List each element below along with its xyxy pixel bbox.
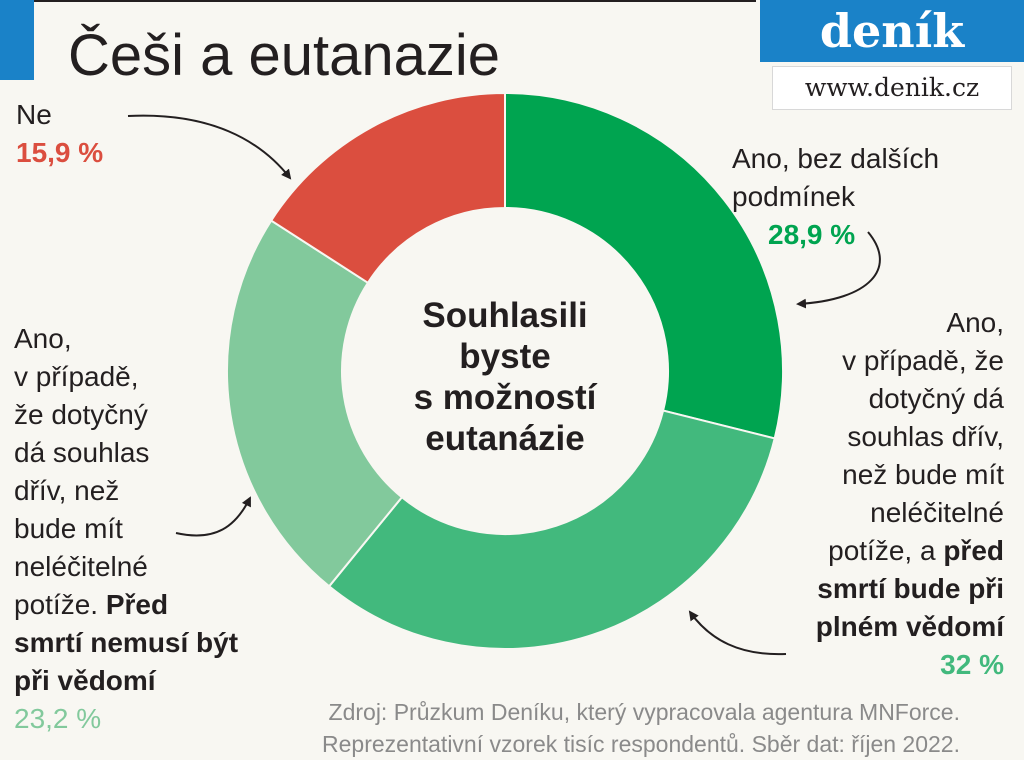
label-ano-nemusi-bold-line: smrtí nemusí být <box>14 627 239 658</box>
label-ano-nemusi-bold-line: při vědomí <box>14 665 156 696</box>
accent-bar <box>0 0 34 80</box>
label-ano-nemusi-line: v případě, <box>14 361 139 392</box>
center-line: Souhlasili <box>422 296 588 335</box>
slice-ano-nemusi <box>226 219 404 588</box>
label-ano-plne-line: v případě, že <box>842 345 1004 376</box>
center-line: byste <box>459 337 551 376</box>
label-ano-nemusi-lead: potíže. <box>14 589 106 620</box>
label-ano-nemusi-line: dá souhlas <box>14 437 150 468</box>
label-ano-plne-lead: potíže, a <box>828 535 944 566</box>
arrow-ano-bez <box>796 231 881 309</box>
label-ano-bez-value: 28,9 % <box>768 219 856 250</box>
source-line: Zdroj: Průzkum Deníku, který vypracovala… <box>328 699 960 725</box>
label-ne-text: Ne <box>16 99 52 130</box>
source-line: Reprezentativní vzorek tisíc respondentů… <box>322 731 960 757</box>
label-ano-plne-line: potíže, a před <box>770 532 1004 570</box>
label-ano-nemusi-line: Ano, <box>14 323 72 354</box>
slice-ne <box>269 91 506 285</box>
label-ano-plne-line: Ano, <box>946 307 1004 338</box>
center-line: s možností <box>413 378 597 417</box>
label-ano-nemusi-line: bude mít <box>14 513 123 544</box>
label-ano-nemusi-value: 23,2 % <box>14 703 102 734</box>
label-ano-plne-line: než bude mít <box>842 459 1004 490</box>
brand-name: deník <box>819 4 965 58</box>
label-ano-bez: Ano, bez dalších podmínek 28,9 % <box>732 140 998 254</box>
label-ne: Ne 15,9 % <box>16 96 103 172</box>
slice-ano-bez <box>504 91 784 440</box>
page-title: Češi a eutanazie <box>68 23 501 88</box>
label-ano-plne-value: 32 % <box>940 649 1004 680</box>
slice-ano-plne <box>327 409 776 650</box>
source-note: Zdroj: Průzkum Deníku, který vypracovala… <box>200 696 960 760</box>
label-ano-plne-bold-line: plném vědomí <box>815 611 1004 642</box>
top-rule <box>34 0 756 2</box>
arrow-ne <box>127 114 292 180</box>
label-ano-plne-bold-line: smrtí bude při <box>817 573 1004 604</box>
label-ano-nemusi-line: dřív, než <box>14 475 120 506</box>
arrow-ano-nemusi <box>175 496 251 537</box>
label-ano-plne-line: souhlas dřív, <box>847 421 1004 452</box>
brand-url[interactable]: www.denik.cz <box>772 66 1012 110</box>
brand-logo[interactable]: deník <box>760 0 1024 62</box>
arrow-ano-plne <box>688 610 787 656</box>
center-line: eutanázie <box>425 419 585 458</box>
label-ano-nemusi-line: neléčitelné <box>14 551 148 582</box>
label-ano-plne-line: dotyčný dá <box>868 383 1004 414</box>
label-ano-nemusi-bold: Před <box>105 589 169 620</box>
label-ano-bez-line: podmínek <box>732 181 855 212</box>
label-ano-nemusi-line: potíže. Před <box>14 586 274 624</box>
label-ano-plne-bold: před <box>943 535 1004 566</box>
label-ano-plne: Ano, v případě, že dotyčný dá souhlas dř… <box>770 304 1004 684</box>
label-ano-plne-line: neléčitelné <box>870 497 1004 528</box>
label-ano-nemusi-line: že dotyčný <box>14 399 148 430</box>
label-ano-bez-line: Ano, bez dalších <box>732 143 940 174</box>
label-ne-value: 15,9 % <box>16 137 104 168</box>
donut-center-question: Souhlasili byste s možností eutanázie <box>380 295 630 459</box>
donut-slices <box>226 91 784 650</box>
label-ano-nemusi: Ano, v případě, že dotyčný dá souhlas dř… <box>14 320 274 738</box>
